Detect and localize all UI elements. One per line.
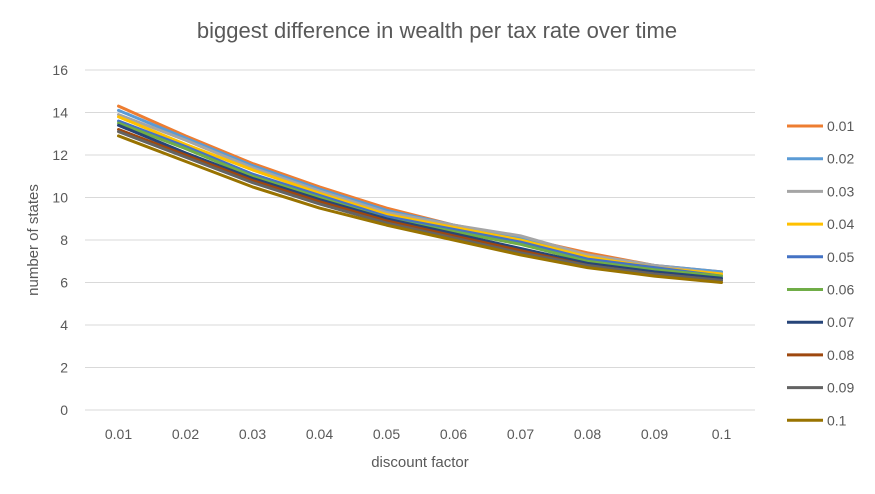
legend-item: 0.06 <box>787 282 854 298</box>
series-line-0-07 <box>117 123 723 280</box>
legend-item: 0.09 <box>787 380 854 396</box>
legend-label: 0.01 <box>827 118 854 134</box>
x-axis-ticks: 0.01 0.02 0.03 0.04 0.05 0.06 0.07 0.08 0.09 0.1 <box>105 426 732 442</box>
legend-label: 0.05 <box>827 249 854 265</box>
x-tick-label: 0.01 <box>105 426 132 442</box>
y-tick-label: 14 <box>52 105 68 121</box>
legend-item: 0.04 <box>787 216 854 232</box>
legend-item: 0.01 <box>787 118 854 134</box>
legend: 0.01 0.02 0.03 0.04 0.05 0.06 0.07 0.08 0.09 0.1 <box>787 118 854 428</box>
legend-label: 0.04 <box>827 216 854 232</box>
x-tick-label: 0.05 <box>373 426 400 442</box>
y-tick-label: 4 <box>60 317 68 333</box>
y-tick-label: 6 <box>60 275 68 291</box>
legend-label: 0.07 <box>827 314 854 330</box>
series-line-0-09 <box>117 130 723 282</box>
legend-item: 0.1 <box>787 412 847 428</box>
x-tick-label: 0.08 <box>574 426 601 442</box>
series-line-0-03 <box>117 113 723 276</box>
legend-label: 0.06 <box>827 282 854 298</box>
series-lines <box>117 104 723 284</box>
y-tick-label: 8 <box>60 232 68 248</box>
x-tick-label: 0.09 <box>641 426 668 442</box>
legend-item: 0.07 <box>787 314 854 330</box>
legend-label: 0.02 <box>827 151 854 167</box>
legend-label: 0.08 <box>827 347 854 363</box>
y-tick-label: 10 <box>52 190 68 206</box>
legend-item: 0.03 <box>787 183 854 199</box>
x-axis-label: discount factor <box>371 454 469 471</box>
y-axis-ticks: 0 2 4 6 8 10 12 14 16 <box>52 62 68 418</box>
series-line-0-04 <box>117 115 723 276</box>
legend-item: 0.08 <box>787 347 854 363</box>
x-tick-label: 0.02 <box>172 426 199 442</box>
series-line-0-05 <box>117 119 723 278</box>
y-tick-label: 2 <box>60 360 68 376</box>
chart-title: biggest difference in wealth per tax rat… <box>197 18 677 43</box>
series-line-0-01 <box>117 104 723 274</box>
legend-item: 0.05 <box>787 249 854 265</box>
y-axis-label: number of states <box>25 184 42 296</box>
y-tick-label: 16 <box>52 62 68 78</box>
x-tick-label: 0.07 <box>507 426 534 442</box>
x-tick-label: 0.06 <box>440 426 467 442</box>
series-line-0-02 <box>117 108 723 274</box>
legend-label: 0.09 <box>827 380 854 396</box>
legend-item: 0.02 <box>787 151 854 167</box>
x-tick-label: 0.04 <box>306 426 333 442</box>
y-tick-label: 12 <box>52 147 68 163</box>
y-tick-label: 0 <box>60 402 68 418</box>
legend-label: 0.1 <box>827 412 847 428</box>
series-line-0-1 <box>117 134 723 284</box>
x-tick-label: 0.1 <box>712 426 732 442</box>
legend-label: 0.03 <box>827 183 854 199</box>
gridlines <box>85 69 755 411</box>
x-tick-label: 0.03 <box>239 426 266 442</box>
